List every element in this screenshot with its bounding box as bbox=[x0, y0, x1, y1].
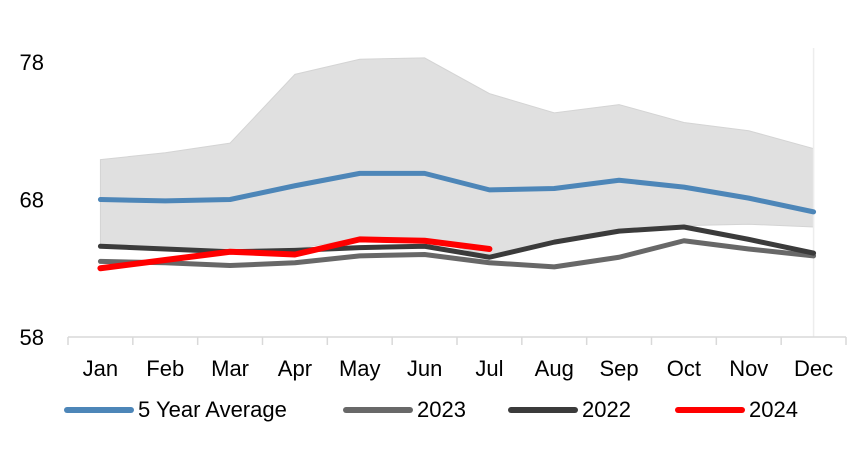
five-year-range-band bbox=[99, 57, 815, 257]
x-axis-label-oct: Oct bbox=[667, 356, 701, 381]
legend-swatch-2023 bbox=[343, 407, 413, 413]
series-line-2024 bbox=[97, 236, 493, 272]
x-axis-label-jun: Jun bbox=[407, 356, 442, 381]
chart-legend: 5 Year Average 2023 2022 2024 bbox=[0, 396, 852, 428]
legend-item-2024: 2024 bbox=[675, 396, 798, 424]
x-axis-label-jan: Jan bbox=[83, 356, 118, 381]
y-axis-label-68: 68 bbox=[20, 188, 44, 213]
legend-swatch-2024 bbox=[675, 407, 745, 413]
y-axis-label-78: 78 bbox=[20, 50, 44, 75]
legend-item-2023: 2023 bbox=[343, 396, 466, 424]
legend-label-5-year-average: 5 Year Average bbox=[138, 397, 287, 422]
y-axis-label-58: 58 bbox=[20, 325, 44, 350]
legend-item-2022: 2022 bbox=[508, 396, 631, 424]
legend-item-5-year-average: 5 Year Average bbox=[64, 396, 287, 424]
legend-label-2024: 2024 bbox=[749, 397, 798, 422]
legend-swatch-5-year-average bbox=[64, 407, 134, 413]
series-line-5-year-average bbox=[97, 170, 817, 215]
legend-swatch-2022 bbox=[508, 407, 578, 413]
series-line-2023 bbox=[97, 238, 817, 270]
x-axis-label-aug: Aug bbox=[535, 356, 574, 381]
legend-label-2022: 2022 bbox=[582, 397, 631, 422]
x-axis-label-dec: Dec bbox=[794, 356, 833, 381]
x-axis-label-sep: Sep bbox=[600, 356, 639, 381]
x-axis-label-feb: Feb bbox=[146, 356, 184, 381]
x-axis-label-nov: Nov bbox=[729, 356, 768, 381]
legend-label-2023: 2023 bbox=[417, 397, 466, 422]
x-axis-label-mar: Mar bbox=[211, 356, 249, 381]
line-chart-plot: Jan Feb Mar Apr May Jun Jul Aug Sep Oct Nov Dec 58 68… bbox=[20, 48, 847, 381]
x-axis-label-apr: Apr bbox=[278, 356, 312, 381]
x-axis-label-may: May bbox=[339, 356, 381, 381]
x-axis-label-jul: Jul bbox=[475, 356, 503, 381]
